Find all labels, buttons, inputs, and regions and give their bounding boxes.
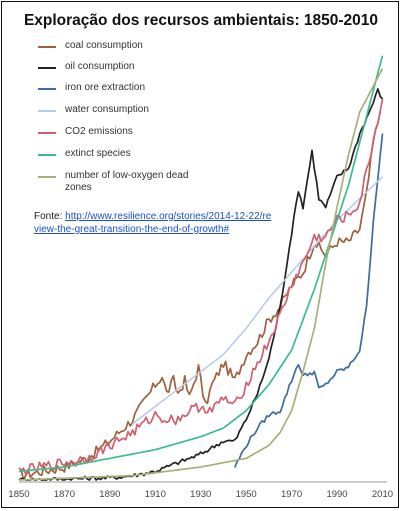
legend-label: number of low-oxygen dead zones <box>65 170 189 193</box>
legend-label: oil consumption <box>65 61 135 72</box>
x-tick-label: 1930 <box>190 489 211 500</box>
series-line-co2-emissions <box>18 98 384 476</box>
legend-item-number-of-low-oxygen-dead-zones: number of low-oxygen dead zones <box>38 170 268 193</box>
source-link[interactable]: http://www.resilience.org/stories/2014-1… <box>34 211 272 235</box>
legend-swatch <box>38 46 56 48</box>
x-tick-label: 1950 <box>236 489 257 500</box>
chart-title: Exploração dos recursos ambientais: 1850… <box>23 12 379 29</box>
x-tick-label: 1850 <box>8 489 29 500</box>
series-line-water-consumption <box>132 176 384 425</box>
source-label: Fonte: <box>34 211 66 222</box>
x-tick-label: 1970 <box>281 489 302 500</box>
x-tick-label: 1870 <box>54 489 75 500</box>
legend-item-extinct-species: extinct species <box>38 148 268 168</box>
series-line-extinct-species <box>18 55 384 473</box>
series-line-iron-ore-extraction <box>234 133 384 468</box>
legend-label: CO2 emissions <box>65 126 133 137</box>
legend-label: extinct species <box>65 148 131 159</box>
legend-item-iron-ore-extraction: iron ore extraction <box>38 82 268 102</box>
x-tick-label: 1990 <box>326 489 347 500</box>
series-line-oil-consumption <box>18 88 384 481</box>
legend-item-oil-consumption: oil consumption <box>38 61 268 81</box>
legend-swatch <box>38 88 56 90</box>
series-line-coal-consumption <box>18 111 382 481</box>
legend-swatch <box>38 67 56 69</box>
legend-swatch <box>38 110 56 112</box>
x-tick-label: 1910 <box>145 489 166 500</box>
legend-swatch <box>38 176 56 178</box>
x-tick-label: 2010 <box>372 489 393 500</box>
legend-label: coal consumption <box>65 40 143 51</box>
legend-label: iron ore extraction <box>65 82 146 93</box>
legend-swatch <box>38 132 56 134</box>
legend-item-co2-emissions: CO2 emissions <box>38 126 268 146</box>
legend-item-water-consumption: water consumption <box>38 104 268 124</box>
x-tick-label: 1890 <box>99 489 120 500</box>
legend-swatch <box>38 154 56 156</box>
source-note: Fonte: http://www.resilience.org/stories… <box>34 210 274 236</box>
legend-item-coal-consumption: coal consumption <box>38 40 268 60</box>
series-line-number-of-low-oxygen-dead-zones <box>18 68 384 481</box>
legend-label: water consumption <box>65 104 149 115</box>
